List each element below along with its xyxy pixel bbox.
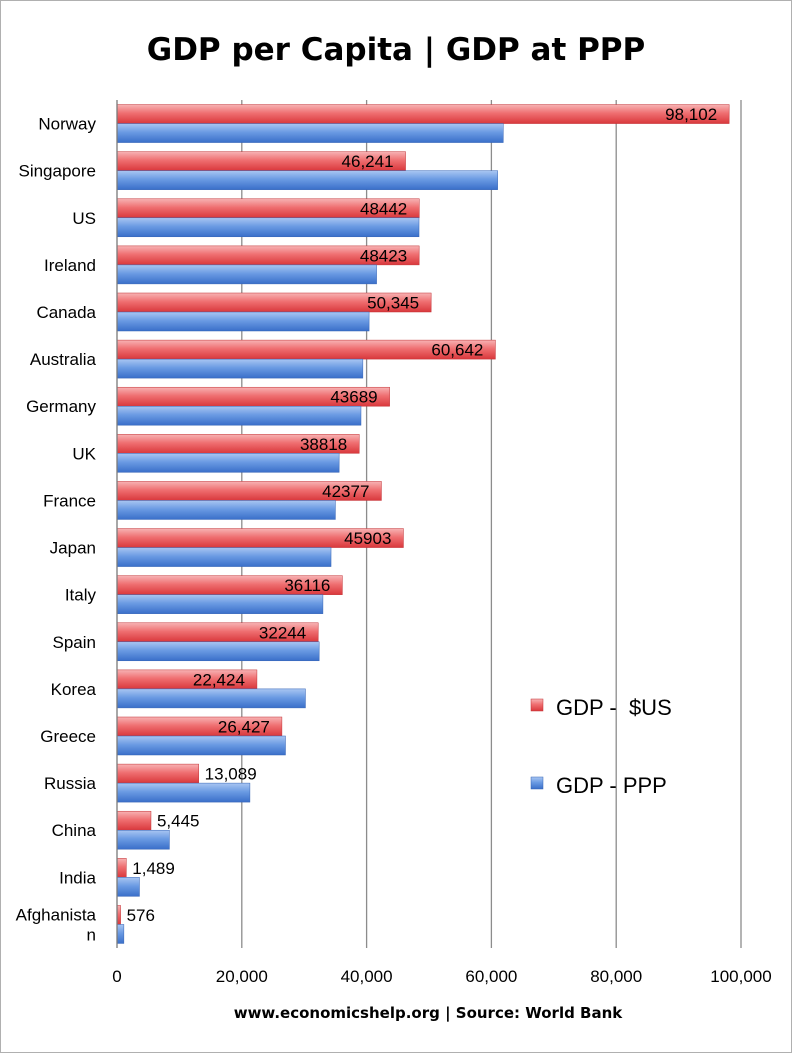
legend-label-gdp-usd: GDP - $US (556, 695, 672, 720)
bars (116, 104, 730, 944)
chart-title: GDP per Capita | GDP at PPP (147, 32, 646, 68)
category-label: Singapore (18, 162, 96, 181)
bar-gdp-usd (116, 810, 152, 831)
x-tick-label: 20,000 (216, 967, 268, 986)
bar-gdp-ppp (116, 641, 320, 662)
category-label: Russia (44, 774, 97, 793)
legend-label-gdp-ppp: GDP - PPP (556, 773, 667, 798)
data-label-gdp-usd: 5,445 (157, 812, 200, 831)
category-label: Ireland (44, 256, 96, 275)
category-label: Greece (40, 727, 96, 746)
data-label-gdp-usd: 60,642 (431, 341, 483, 360)
category-label: Korea (51, 680, 97, 699)
data-label-gdp-usd: 45903 (344, 529, 391, 548)
category-label: Canada (36, 303, 96, 322)
category-label: Spain (53, 633, 96, 652)
chart-footer: www.economicshelp.org | Source: World Ba… (234, 1004, 624, 1023)
bar-gdp-usd (116, 763, 199, 784)
bar-gdp-ppp (116, 405, 362, 426)
bar-gdp-ppp (116, 735, 286, 756)
x-tick-label: 80,000 (590, 967, 642, 986)
data-label-gdp-usd: 26,427 (218, 718, 270, 737)
data-label-gdp-usd: 48423 (360, 246, 407, 265)
data-label-gdp-usd: 42377 (322, 482, 369, 501)
bar-gdp-ppp (116, 217, 420, 238)
x-tick-label: 40,000 (341, 967, 393, 986)
data-label-gdp-usd: 98,102 (665, 105, 717, 124)
data-labels: 98,102 46,241 48442 48423 50,345 60,642 43689 3… (127, 105, 718, 925)
bar-gdp-ppp (116, 358, 364, 379)
axes: 0 20,000 40,000 60,000 80,000 100,000 Norway Si… (16, 100, 772, 986)
bar-gdp-ppp (116, 264, 377, 285)
category-label: Italy (65, 586, 97, 605)
data-label-gdp-usd: 50,345 (367, 294, 419, 313)
legend-swatch-gdp-usd (530, 698, 544, 712)
category-label: Japan (50, 539, 96, 558)
bar-gdp-usd (116, 104, 730, 124)
bar-gdp-usd (116, 858, 127, 878)
data-label-gdp-usd: 32244 (259, 623, 306, 642)
bar-gdp-ppp (116, 829, 170, 850)
category-label: US (72, 209, 96, 228)
bar-gdp-ppp (116, 782, 251, 803)
x-tick-label: 0 (112, 967, 121, 986)
x-tick-label: 60,000 (465, 967, 517, 986)
bar-gdp-ppp (116, 500, 336, 520)
category-label: India (59, 868, 96, 887)
data-label-gdp-usd: 38818 (300, 435, 347, 454)
data-label-gdp-usd: 576 (127, 906, 155, 925)
data-label-gdp-usd: 1,489 (132, 859, 175, 878)
category-label: n (87, 925, 96, 944)
data-label-gdp-usd: 48442 (360, 199, 407, 218)
legend-swatch-gdp-ppp (530, 776, 544, 790)
category-label: UK (72, 444, 96, 463)
bar-gdp-ppp (116, 924, 125, 944)
bar-gdp-ppp (116, 123, 504, 143)
bar-gdp-ppp (116, 877, 140, 897)
bar-gdp-ppp (116, 453, 340, 473)
data-label-gdp-usd: 22,424 (193, 670, 245, 689)
category-label: China (52, 821, 97, 840)
category-label: Afghanista (16, 905, 97, 924)
data-label-gdp-usd: 46,241 (342, 152, 394, 171)
bar-gdp-ppp (116, 311, 370, 332)
grid-lines (241, 100, 742, 948)
category-label: France (43, 491, 96, 510)
data-label-gdp-usd: 13,089 (205, 765, 257, 784)
bar-gdp-ppp (116, 170, 498, 190)
data-label-gdp-usd: 36116 (284, 576, 330, 595)
bar-gdp-ppp (116, 688, 306, 709)
x-tick-label: 100,000 (710, 967, 771, 986)
category-label: Germany (26, 397, 96, 416)
bar-gdp-ppp (116, 594, 324, 614)
category-label: Norway (38, 115, 96, 134)
bar-gdp-ppp (116, 547, 332, 567)
legend: GDP - $US GDP - PPP (530, 695, 672, 798)
data-label-gdp-usd: 43689 (330, 388, 377, 407)
category-label: Australia (30, 350, 97, 369)
